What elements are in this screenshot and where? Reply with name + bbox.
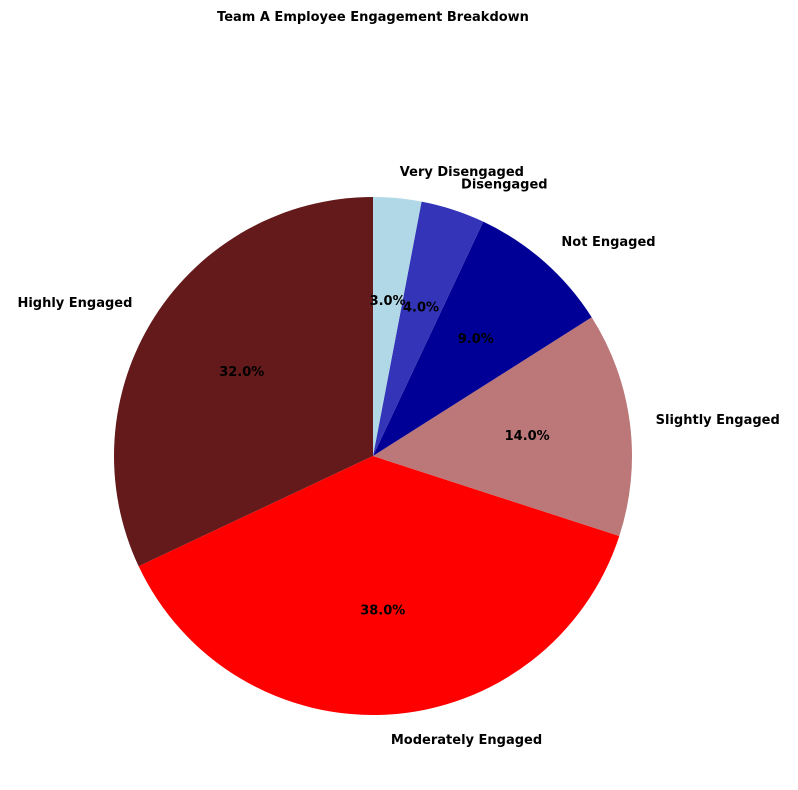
slice-label-highly-engaged: Highly Engaged [17, 296, 132, 311]
pie-slices [113, 197, 632, 715]
pie-labels: Highly Engaged 32.0% Moderately Engaged 38.… [17, 165, 779, 748]
slice-percent-highly-engaged: 32.0% [219, 365, 264, 380]
pie-slice-highly-engaged [113, 197, 373, 567]
slice-label-slightly-engaged: Slightly Engaged [656, 413, 780, 428]
slice-label-very-disengaged: Very Disengaged [400, 165, 524, 180]
pie-slice-very-disengaged [373, 197, 422, 456]
pie-slice-moderately-engaged [138, 456, 620, 715]
slice-label-not-engaged: Not Engaged [561, 235, 655, 250]
slice-percent-disengaged: 4.0% [403, 301, 439, 316]
slice-label-moderately-engaged: Moderately Engaged [391, 733, 542, 748]
chart-title: Team A Employee Engagement Breakdown [217, 10, 529, 25]
slice-percent-slightly-engaged: 14.0% [505, 429, 550, 444]
slice-percent-not-engaged: 9.0% [458, 332, 494, 347]
slice-percent-very-disengaged: 3.0% [370, 294, 406, 309]
pie-slice-disengaged [373, 201, 484, 456]
pie-slice-slightly-engaged [373, 317, 632, 537]
slice-label-disengaged: Disengaged [461, 178, 548, 193]
slice-percent-moderately-engaged: 38.0% [360, 604, 405, 619]
pie-slice-not-engaged [373, 221, 592, 456]
